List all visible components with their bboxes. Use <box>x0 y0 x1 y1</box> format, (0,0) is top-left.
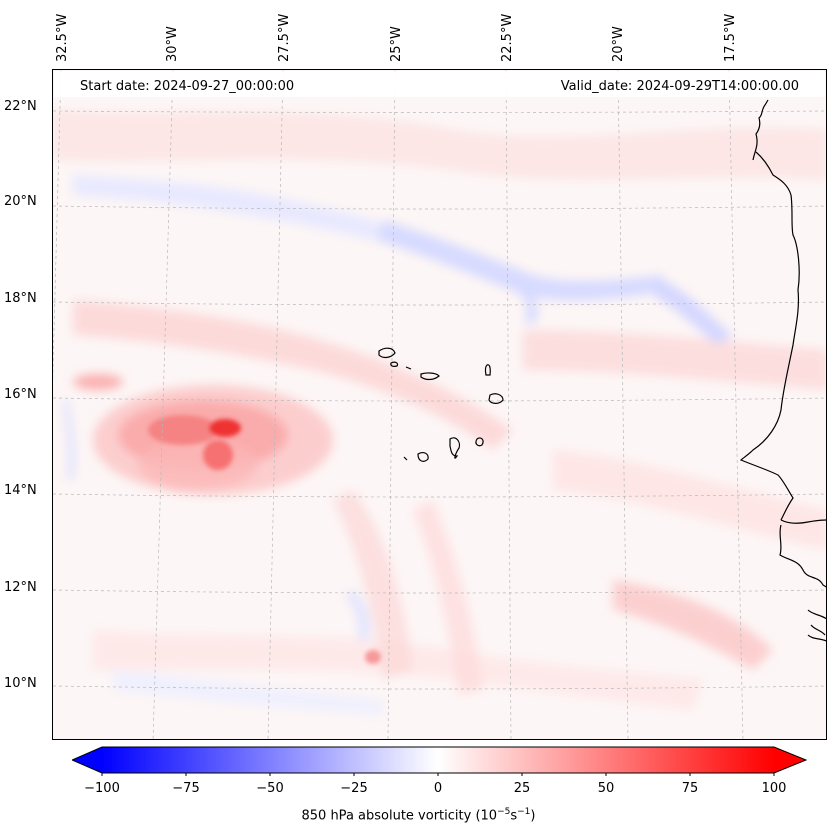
colorbar-tick-minus-50: −50 <box>256 781 284 796</box>
lon-label-25w: 25°W <box>389 26 404 62</box>
colorbar-low-extend <box>72 747 102 773</box>
lat-label-22n: 22°N <box>4 99 37 114</box>
lon-label-27-5w: 27.5°W <box>277 13 292 62</box>
colorbar-tick-0: 0 <box>433 781 443 796</box>
gridlines <box>53 70 826 739</box>
lon-label-20w: 20°W <box>611 26 626 62</box>
cabo-verde-islands <box>378 347 504 462</box>
colorbar-title-mid: s <box>510 808 518 824</box>
colorbar <box>72 746 808 776</box>
colorbar-tick-100: 100 <box>761 781 787 796</box>
colorbar-title: 850 hPa absolute vorticity (10−5s−1) <box>0 807 837 823</box>
colorbar-tick-minus-75: −75 <box>172 781 200 796</box>
colorbar-tick-50: 50 <box>597 781 615 796</box>
lon-label-17-5w: 17.5°W <box>723 13 738 62</box>
lat-label-18n: 18°N <box>4 291 37 306</box>
colorbar-title-end: ) <box>530 808 536 824</box>
colorbar-title-exp2: −1 <box>517 807 531 817</box>
date-info-bar: Start date: 2024-09-27_00:00:00 Valid_da… <box>54 71 825 97</box>
lat-label-20n: 20°N <box>4 194 37 209</box>
valid-date-label: Valid_date: 2024-09-29T14:00:00.00 <box>560 79 799 94</box>
start-date-label: Start date: 2024-09-27_00:00:00 <box>80 79 295 94</box>
lon-label-30w: 30°W <box>165 26 180 62</box>
lon-label-22-5w: 22.5°W <box>500 13 515 62</box>
colorbar-high-extend <box>774 747 806 773</box>
lat-label-14n: 14°N <box>4 483 37 498</box>
colorbar-tick-25: 25 <box>513 781 531 796</box>
colorbar-tick-75: 75 <box>681 781 699 796</box>
colorbar-ticks <box>101 773 775 776</box>
coastline <box>739 99 826 642</box>
colorbar-tick-minus-25: −25 <box>340 781 368 796</box>
map-canvas <box>53 70 826 739</box>
lat-label-12n: 12°N <box>4 580 37 595</box>
colorbar-tick-minus-100: −100 <box>84 781 120 796</box>
colorbar-title-exp1: −5 <box>497 807 511 817</box>
lat-label-10n: 10°N <box>4 676 37 691</box>
lat-label-16n: 16°N <box>4 387 37 402</box>
colorbar-title-main: 850 hPa absolute vorticity (10 <box>301 808 498 824</box>
lon-label-32-5w: 32.5°W <box>55 13 70 62</box>
vorticity-map: Start date: 2024-09-27_00:00:00 Valid_da… <box>52 69 827 740</box>
vorticity-field <box>53 110 826 715</box>
colorbar-body <box>102 747 774 773</box>
